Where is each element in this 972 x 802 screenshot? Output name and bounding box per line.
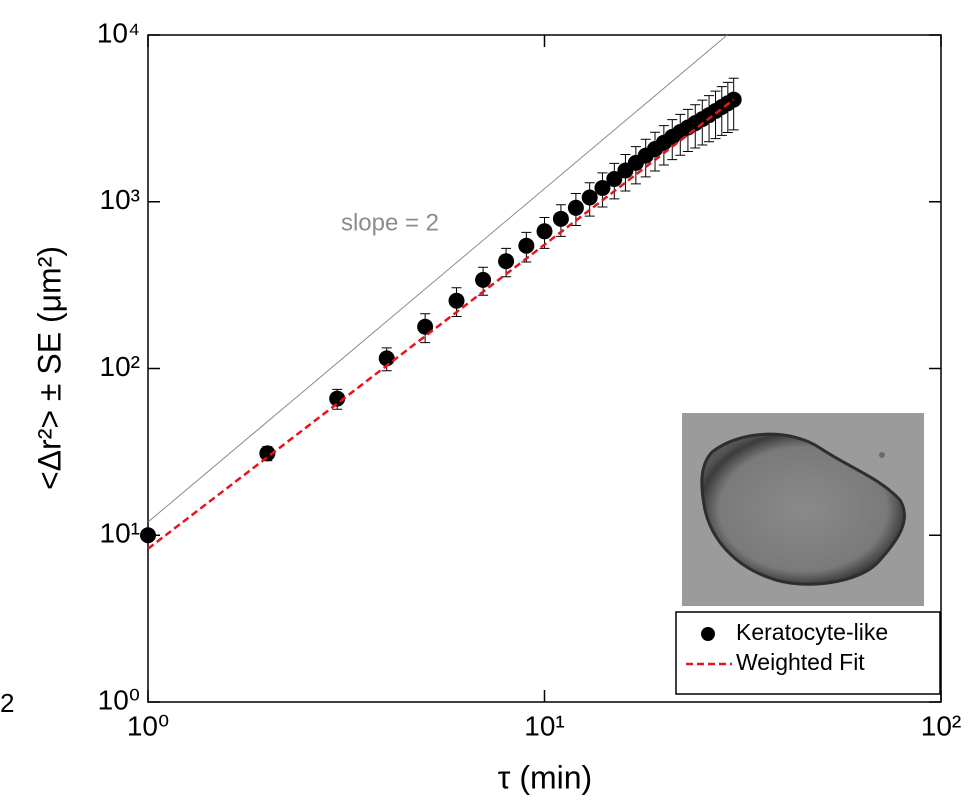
data-point bbox=[140, 527, 156, 544]
data-point bbox=[448, 292, 465, 309]
data-point bbox=[417, 318, 434, 335]
legend-label: Weighted Fit bbox=[736, 649, 865, 675]
y-tick-label: 10¹ bbox=[100, 518, 140, 549]
data-point bbox=[606, 170, 623, 187]
data-point bbox=[567, 199, 584, 216]
inset-image bbox=[682, 413, 924, 606]
x-tick-label: 10² bbox=[921, 710, 961, 741]
x-tick-label: 10⁰ bbox=[127, 710, 169, 741]
y-axis-label: <Δr²> ± SE (μm²) bbox=[31, 246, 67, 490]
x-axis-label: τ (min) bbox=[498, 759, 592, 795]
data-point bbox=[552, 210, 569, 227]
data-point bbox=[498, 253, 515, 270]
reference-label: slope = 2 bbox=[341, 209, 439, 236]
y-tick-label: 10² bbox=[100, 351, 140, 382]
data-point bbox=[259, 445, 276, 462]
edge-fragment: 2 bbox=[0, 688, 14, 718]
legend-label: Keratocyte-like bbox=[736, 619, 888, 645]
data-point bbox=[329, 390, 346, 407]
speck bbox=[879, 452, 885, 458]
data-point bbox=[475, 271, 492, 288]
data-point bbox=[581, 189, 598, 206]
fit-line bbox=[147, 98, 735, 550]
y-tick-label: 10⁰ bbox=[98, 684, 140, 715]
legend-symbol bbox=[701, 627, 715, 641]
data-point bbox=[536, 223, 553, 240]
data-point bbox=[518, 237, 535, 254]
y-tick-label: 10³ bbox=[100, 184, 140, 215]
reference-line bbox=[147, 34, 728, 523]
data-point bbox=[594, 179, 611, 196]
y-tick-label: 10⁴ bbox=[97, 17, 140, 48]
legend-box bbox=[675, 611, 941, 695]
data-point bbox=[378, 350, 395, 367]
cell bbox=[700, 432, 906, 586]
x-tick-label: 10¹ bbox=[524, 710, 564, 741]
